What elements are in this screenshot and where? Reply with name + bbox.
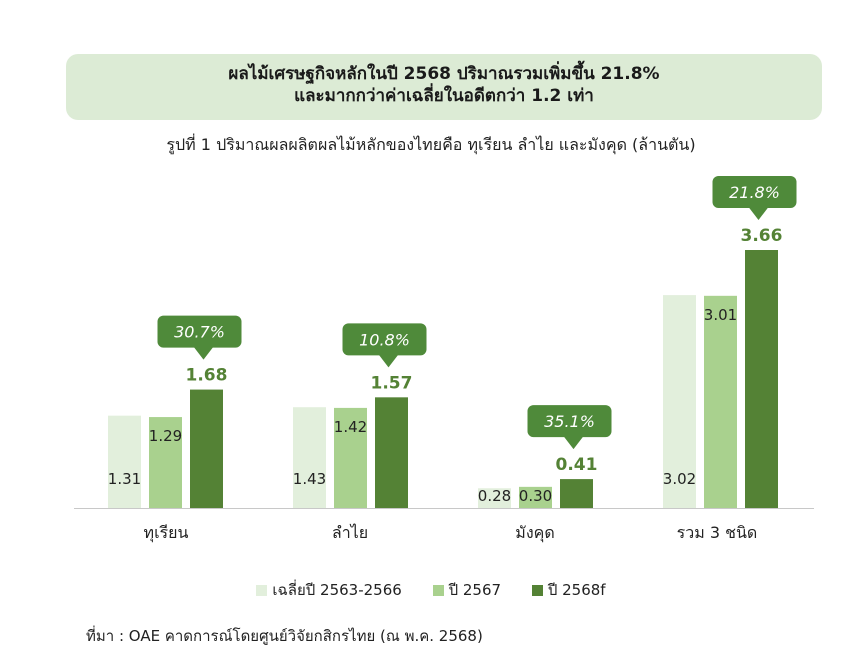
x-tick-label: รวม 3 ชนิด [677, 523, 758, 542]
x-tick-label: ลำไย [332, 523, 368, 542]
growth-label: 30.7% [174, 323, 225, 342]
legend-swatch-2567 [432, 585, 444, 596]
bar [293, 407, 326, 508]
growth-label: 21.8% [729, 183, 780, 202]
bar-value-label: 1.43 [293, 470, 326, 488]
bar-value-label: 1.31 [108, 470, 141, 488]
x-tick-label: ทุเรียน [144, 523, 189, 543]
bar [519, 486, 552, 508]
growth-bubble [527, 405, 612, 438]
bar [663, 295, 696, 508]
bar [108, 415, 141, 508]
legend: เฉลี่ยปี 2563-2566 ปี 2567 ปี 2568f [0, 578, 862, 602]
bar-value-label: 3.02 [663, 470, 696, 488]
bar-value-label: 0.41 [556, 455, 598, 475]
bar-value-label: 1.29 [149, 427, 182, 445]
growth-bubble [342, 323, 427, 356]
legend-item-average: เฉลี่ยปี 2563-2566 [256, 578, 402, 602]
chart-title: รูปที่ 1 ปริมาณผลผลิตผลไม้หลักของไทยคือ … [166, 135, 696, 154]
growth-bubble [157, 315, 242, 348]
legend-label-2568f: ปี 2568f [547, 581, 606, 599]
legend-label-average: เฉลี่ยปี 2563-2566 [272, 581, 402, 599]
bar [334, 407, 367, 508]
bar [745, 250, 778, 508]
headline-banner: ผลไม้เศรษฐกิจหลักในปี 2568 ปริมาณรวมเพิ่… [66, 54, 822, 120]
bar-value-label: 1.57 [371, 373, 413, 393]
growth-label: 35.1% [544, 412, 595, 431]
headline-line-2: และมากกว่าค่าเฉลี่ยในอดีตกว่า 1.2 เท่า [294, 86, 594, 106]
bar-value-label: 0.30 [519, 487, 552, 505]
bar-value-label: 0.28 [478, 487, 511, 505]
legend-swatch-average [256, 585, 268, 596]
headline-line-1: ผลไม้เศรษฐกิจหลักในปี 2568 ปริมาณรวมเพิ่… [228, 64, 660, 84]
bar [704, 295, 737, 508]
growth-bubble-tail [193, 346, 214, 360]
growth-bubble-tail [378, 354, 399, 368]
x-tick-label: มังคุด [515, 523, 554, 543]
growth-label: 10.8% [359, 330, 410, 349]
growth-bubble-tail [748, 207, 769, 220]
bar [149, 417, 182, 508]
bar [190, 389, 223, 508]
bar-value-label: 1.68 [186, 366, 228, 386]
growth-bubble-tail [563, 436, 584, 450]
bar-value-label: 3.01 [704, 306, 737, 324]
source-note: ที่มา : OAE คาดการณ์โดยศูนย์วิจัยกสิกรไท… [86, 627, 483, 645]
legend-label-2567: ปี 2567 [448, 581, 502, 599]
bar [560, 479, 593, 508]
legend-item-2568f: ปี 2568f [531, 578, 606, 602]
bar [375, 397, 408, 508]
bar [478, 488, 511, 508]
bar-value-label: 1.42 [334, 418, 367, 436]
growth-bubble [712, 176, 797, 208]
bar-value-label: 3.66 [741, 226, 783, 246]
legend-item-2567: ปี 2567 [432, 578, 502, 602]
legend-swatch-2568f [531, 585, 543, 596]
